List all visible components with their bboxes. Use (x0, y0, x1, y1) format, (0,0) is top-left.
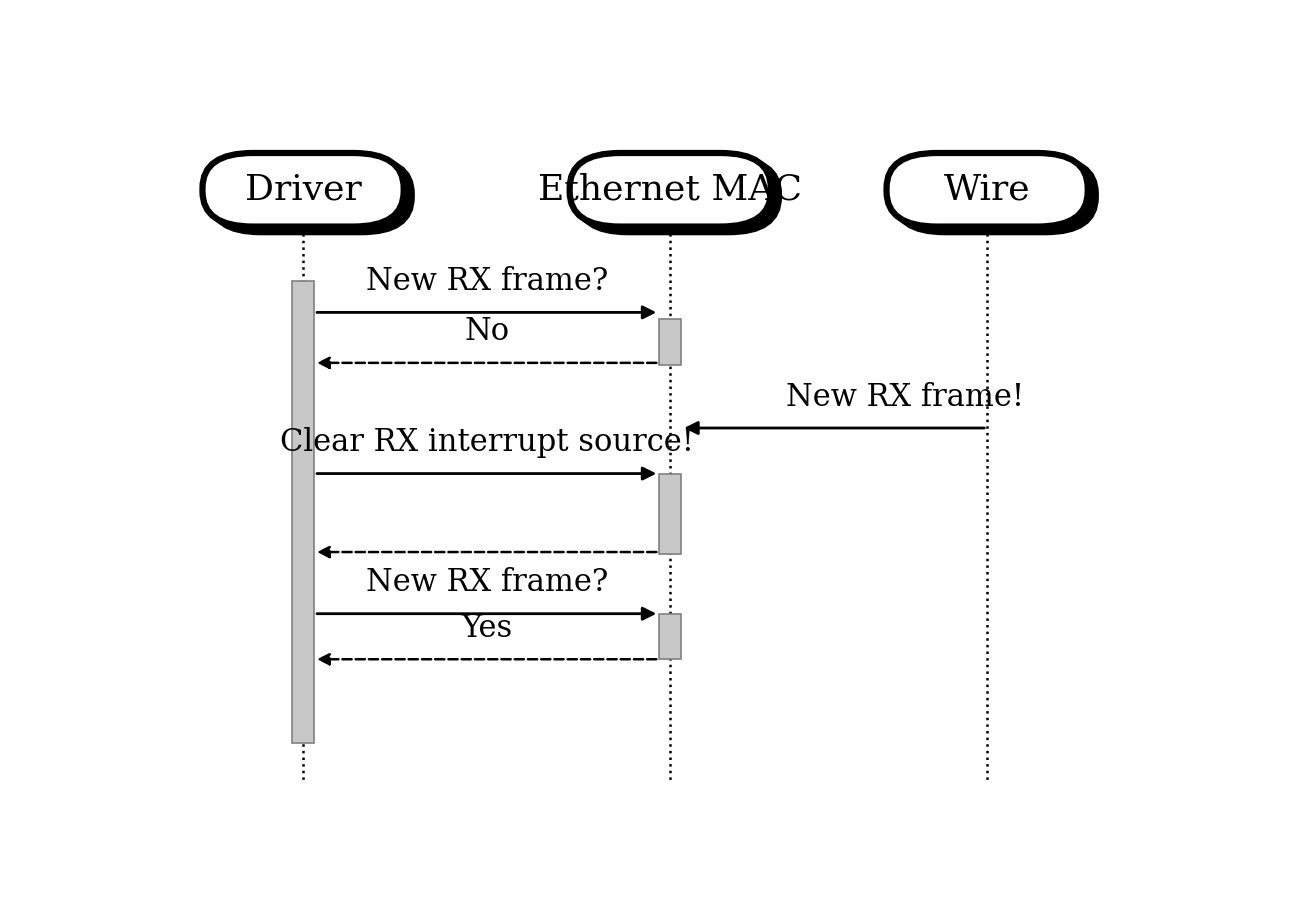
Text: Clear RX interrupt source!: Clear RX interrupt source! (279, 427, 693, 458)
Bar (659, 473, 681, 554)
Bar (659, 319, 681, 365)
Bar (659, 613, 681, 659)
FancyBboxPatch shape (570, 153, 771, 227)
Text: No: No (465, 317, 509, 348)
FancyBboxPatch shape (578, 158, 779, 232)
Text: New RX frame?: New RX frame? (366, 266, 607, 297)
FancyBboxPatch shape (887, 153, 1088, 227)
Text: Ethernet MAC: Ethernet MAC (539, 173, 802, 207)
Text: New RX frame?: New RX frame? (366, 567, 607, 598)
Text: New RX frame!: New RX frame! (785, 381, 1024, 412)
Text: Driver: Driver (245, 173, 361, 207)
Text: Yes: Yes (461, 612, 513, 644)
FancyBboxPatch shape (202, 153, 404, 227)
FancyBboxPatch shape (894, 158, 1096, 232)
FancyBboxPatch shape (210, 158, 411, 232)
Text: Wire: Wire (944, 173, 1031, 207)
Bar (292, 281, 314, 743)
